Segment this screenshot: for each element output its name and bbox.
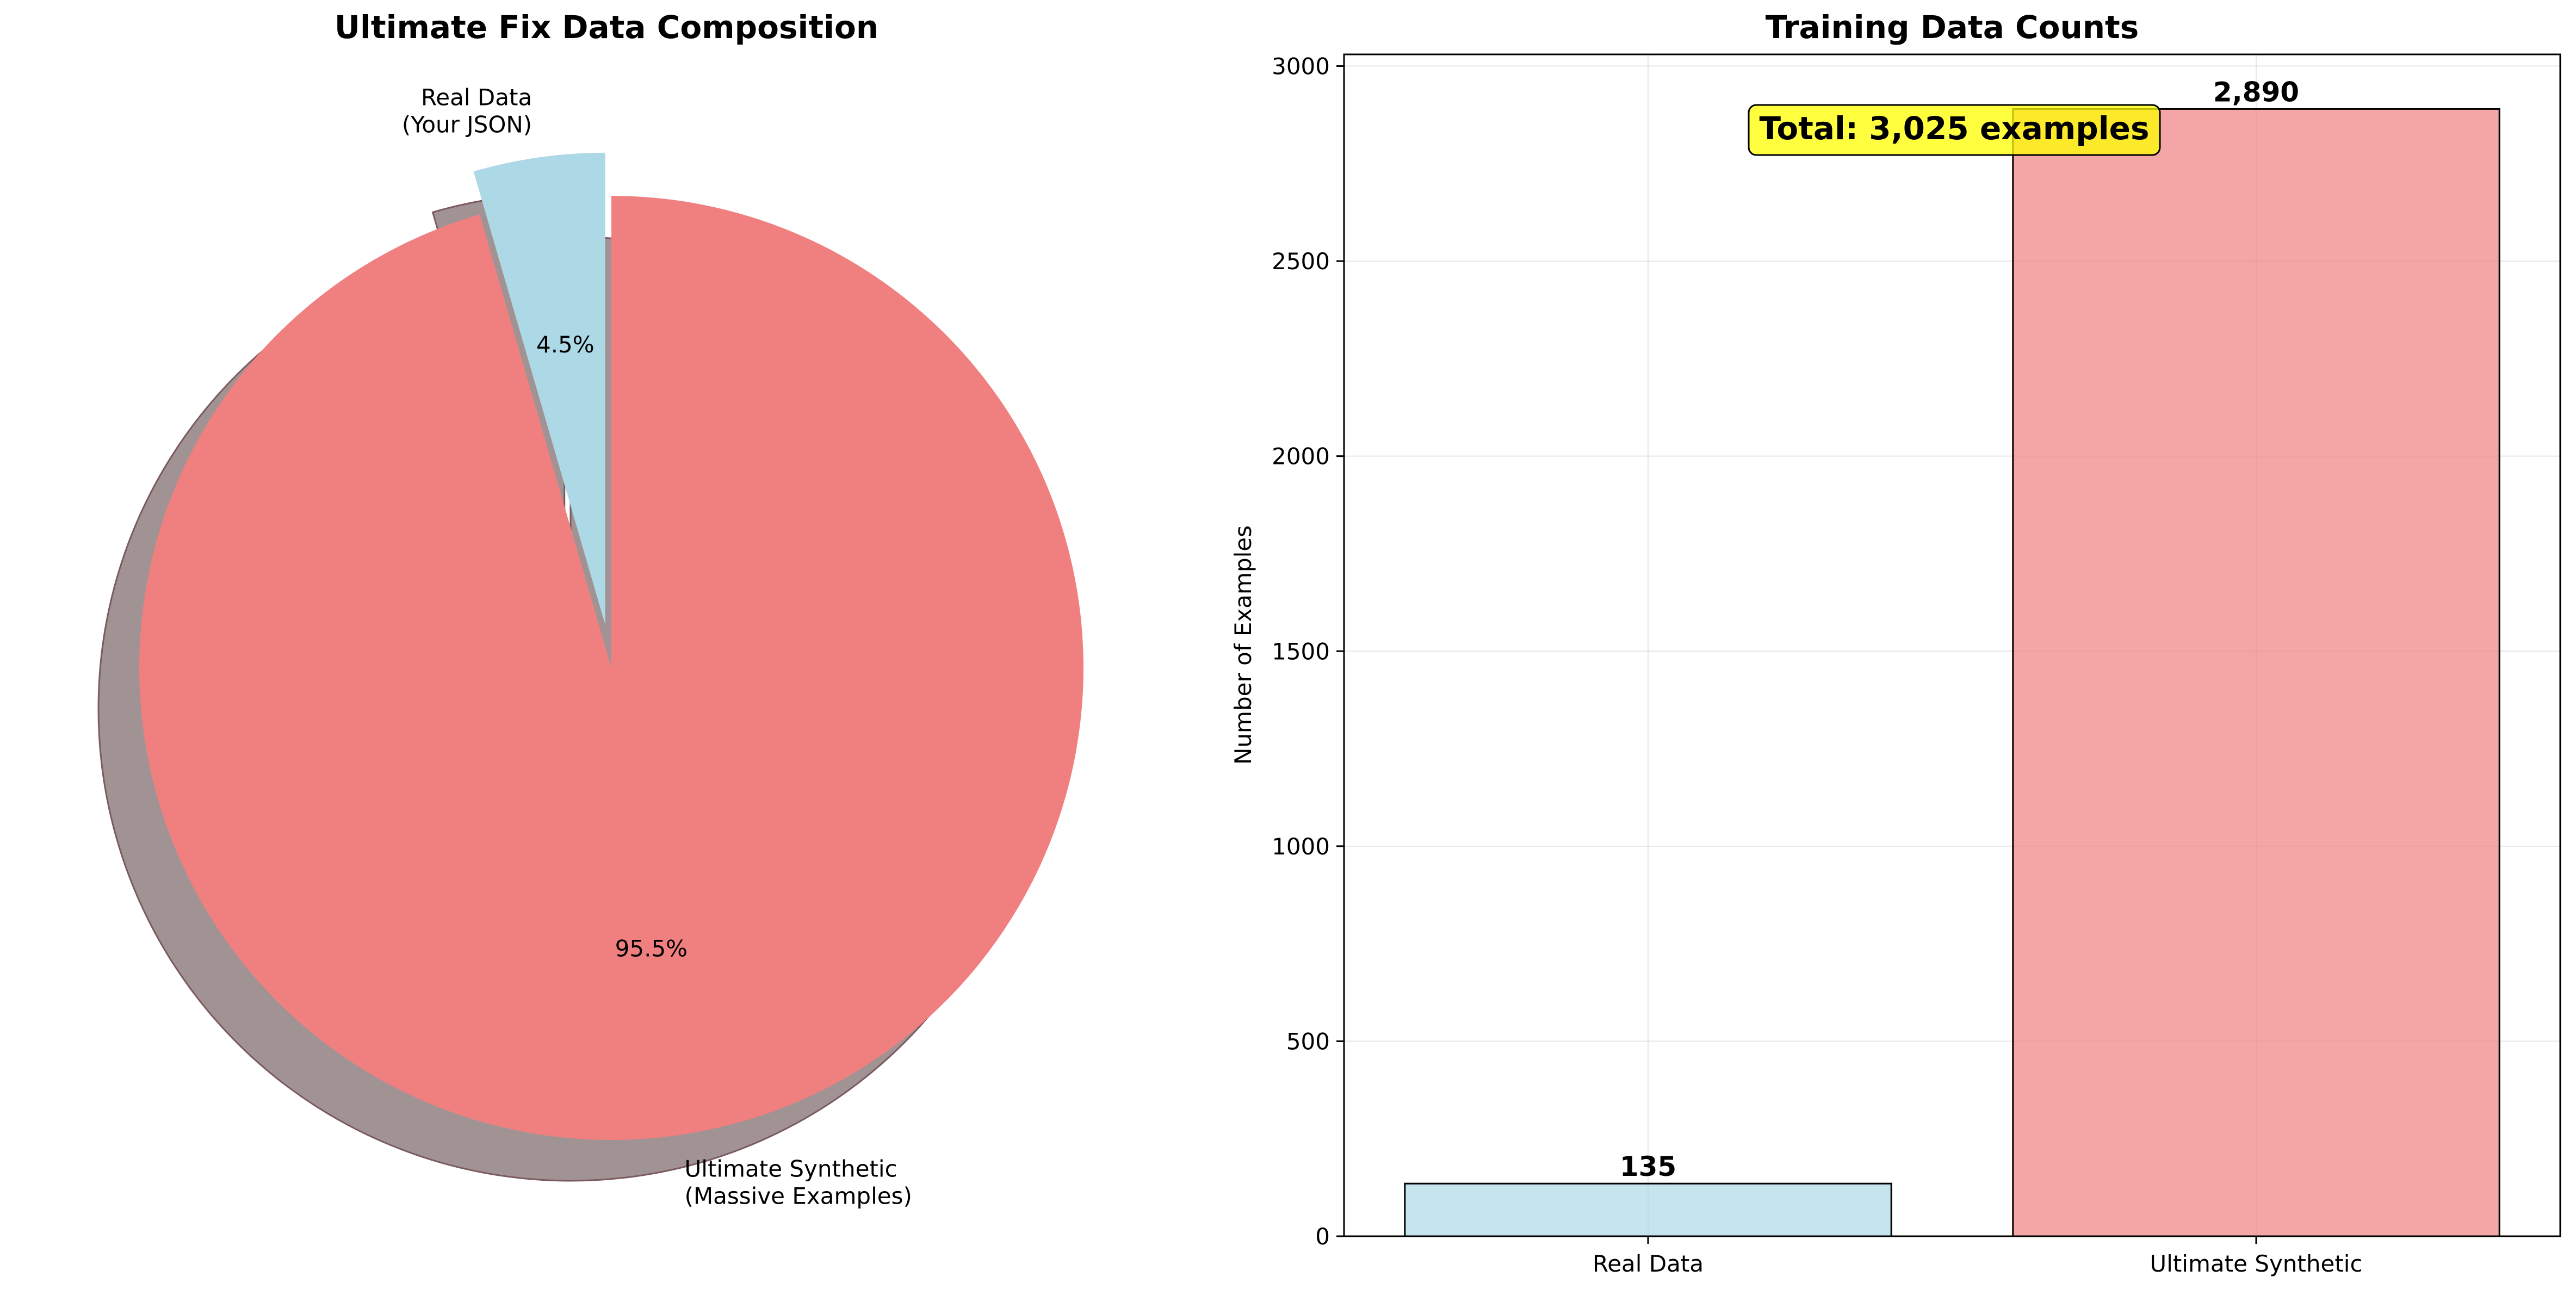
pie-slice: [139, 196, 1083, 1140]
y-tick-label: 500: [1286, 1028, 1330, 1055]
bar-chart: Training Data Counts 0 500 1000 1500 2000 250…: [1230, 9, 2561, 1277]
bar-axes-frame: [1343, 53, 2561, 1237]
pie-slice-percent-label: 4.5%: [536, 331, 595, 358]
y-tick-label: 0: [1315, 1223, 1330, 1250]
pie-labels: 4.5% Real Data (Your JSON) 95.5% Ultimate Sy…: [402, 84, 912, 1210]
bar: [2012, 108, 2500, 1237]
bar-chart-title: Training Data Counts: [1766, 9, 2139, 46]
y-tick-label: 1000: [1272, 833, 1330, 860]
bar-xticks: Real Data Ultimate Synthetic: [1593, 1236, 2363, 1277]
pie-slice-label: Ultimate Synthetic (Massive Examples): [685, 1155, 912, 1209]
bar-y-axis-label: Number of Examples: [1230, 525, 1256, 765]
y-tick-label: 3000: [1272, 53, 1330, 80]
total-annotation-text: Total: 3,025 examples: [1759, 110, 2149, 147]
bar-value-label: 135: [1620, 1151, 1676, 1182]
y-tick-label: 2000: [1272, 443, 1330, 470]
x-tick-label: Ultimate Synthetic: [2150, 1250, 2362, 1277]
pie-slice-percent-label: 95.5%: [615, 935, 688, 962]
pie-chart: Ultimate Fix Data Composition 4.5% Real D…: [97, 9, 1083, 1210]
y-tick-label: 1500: [1272, 638, 1330, 665]
y-tick-label: 2500: [1272, 248, 1330, 275]
total-annotation: Total: 3,025 examples: [1748, 104, 2161, 156]
pie-slice: [473, 152, 605, 625]
pie-slices: [139, 152, 1083, 1140]
bar-value-labels: 135 2,890: [1620, 76, 2299, 1182]
pie-slice-label: Real Data (Your JSON): [402, 84, 532, 138]
bar: [1404, 1182, 1892, 1237]
total-annotation-box: [1748, 104, 2161, 156]
x-tick-label: Real Data: [1593, 1250, 1704, 1277]
bar-bars: [1404, 108, 2500, 1237]
bar-value-label: 2,890: [2213, 76, 2299, 108]
bar-yticks: 0 500 1000 1500 2000 2500 3000: [1272, 53, 1344, 1250]
pie-chart-title: Ultimate Fix Data Composition: [335, 9, 878, 46]
